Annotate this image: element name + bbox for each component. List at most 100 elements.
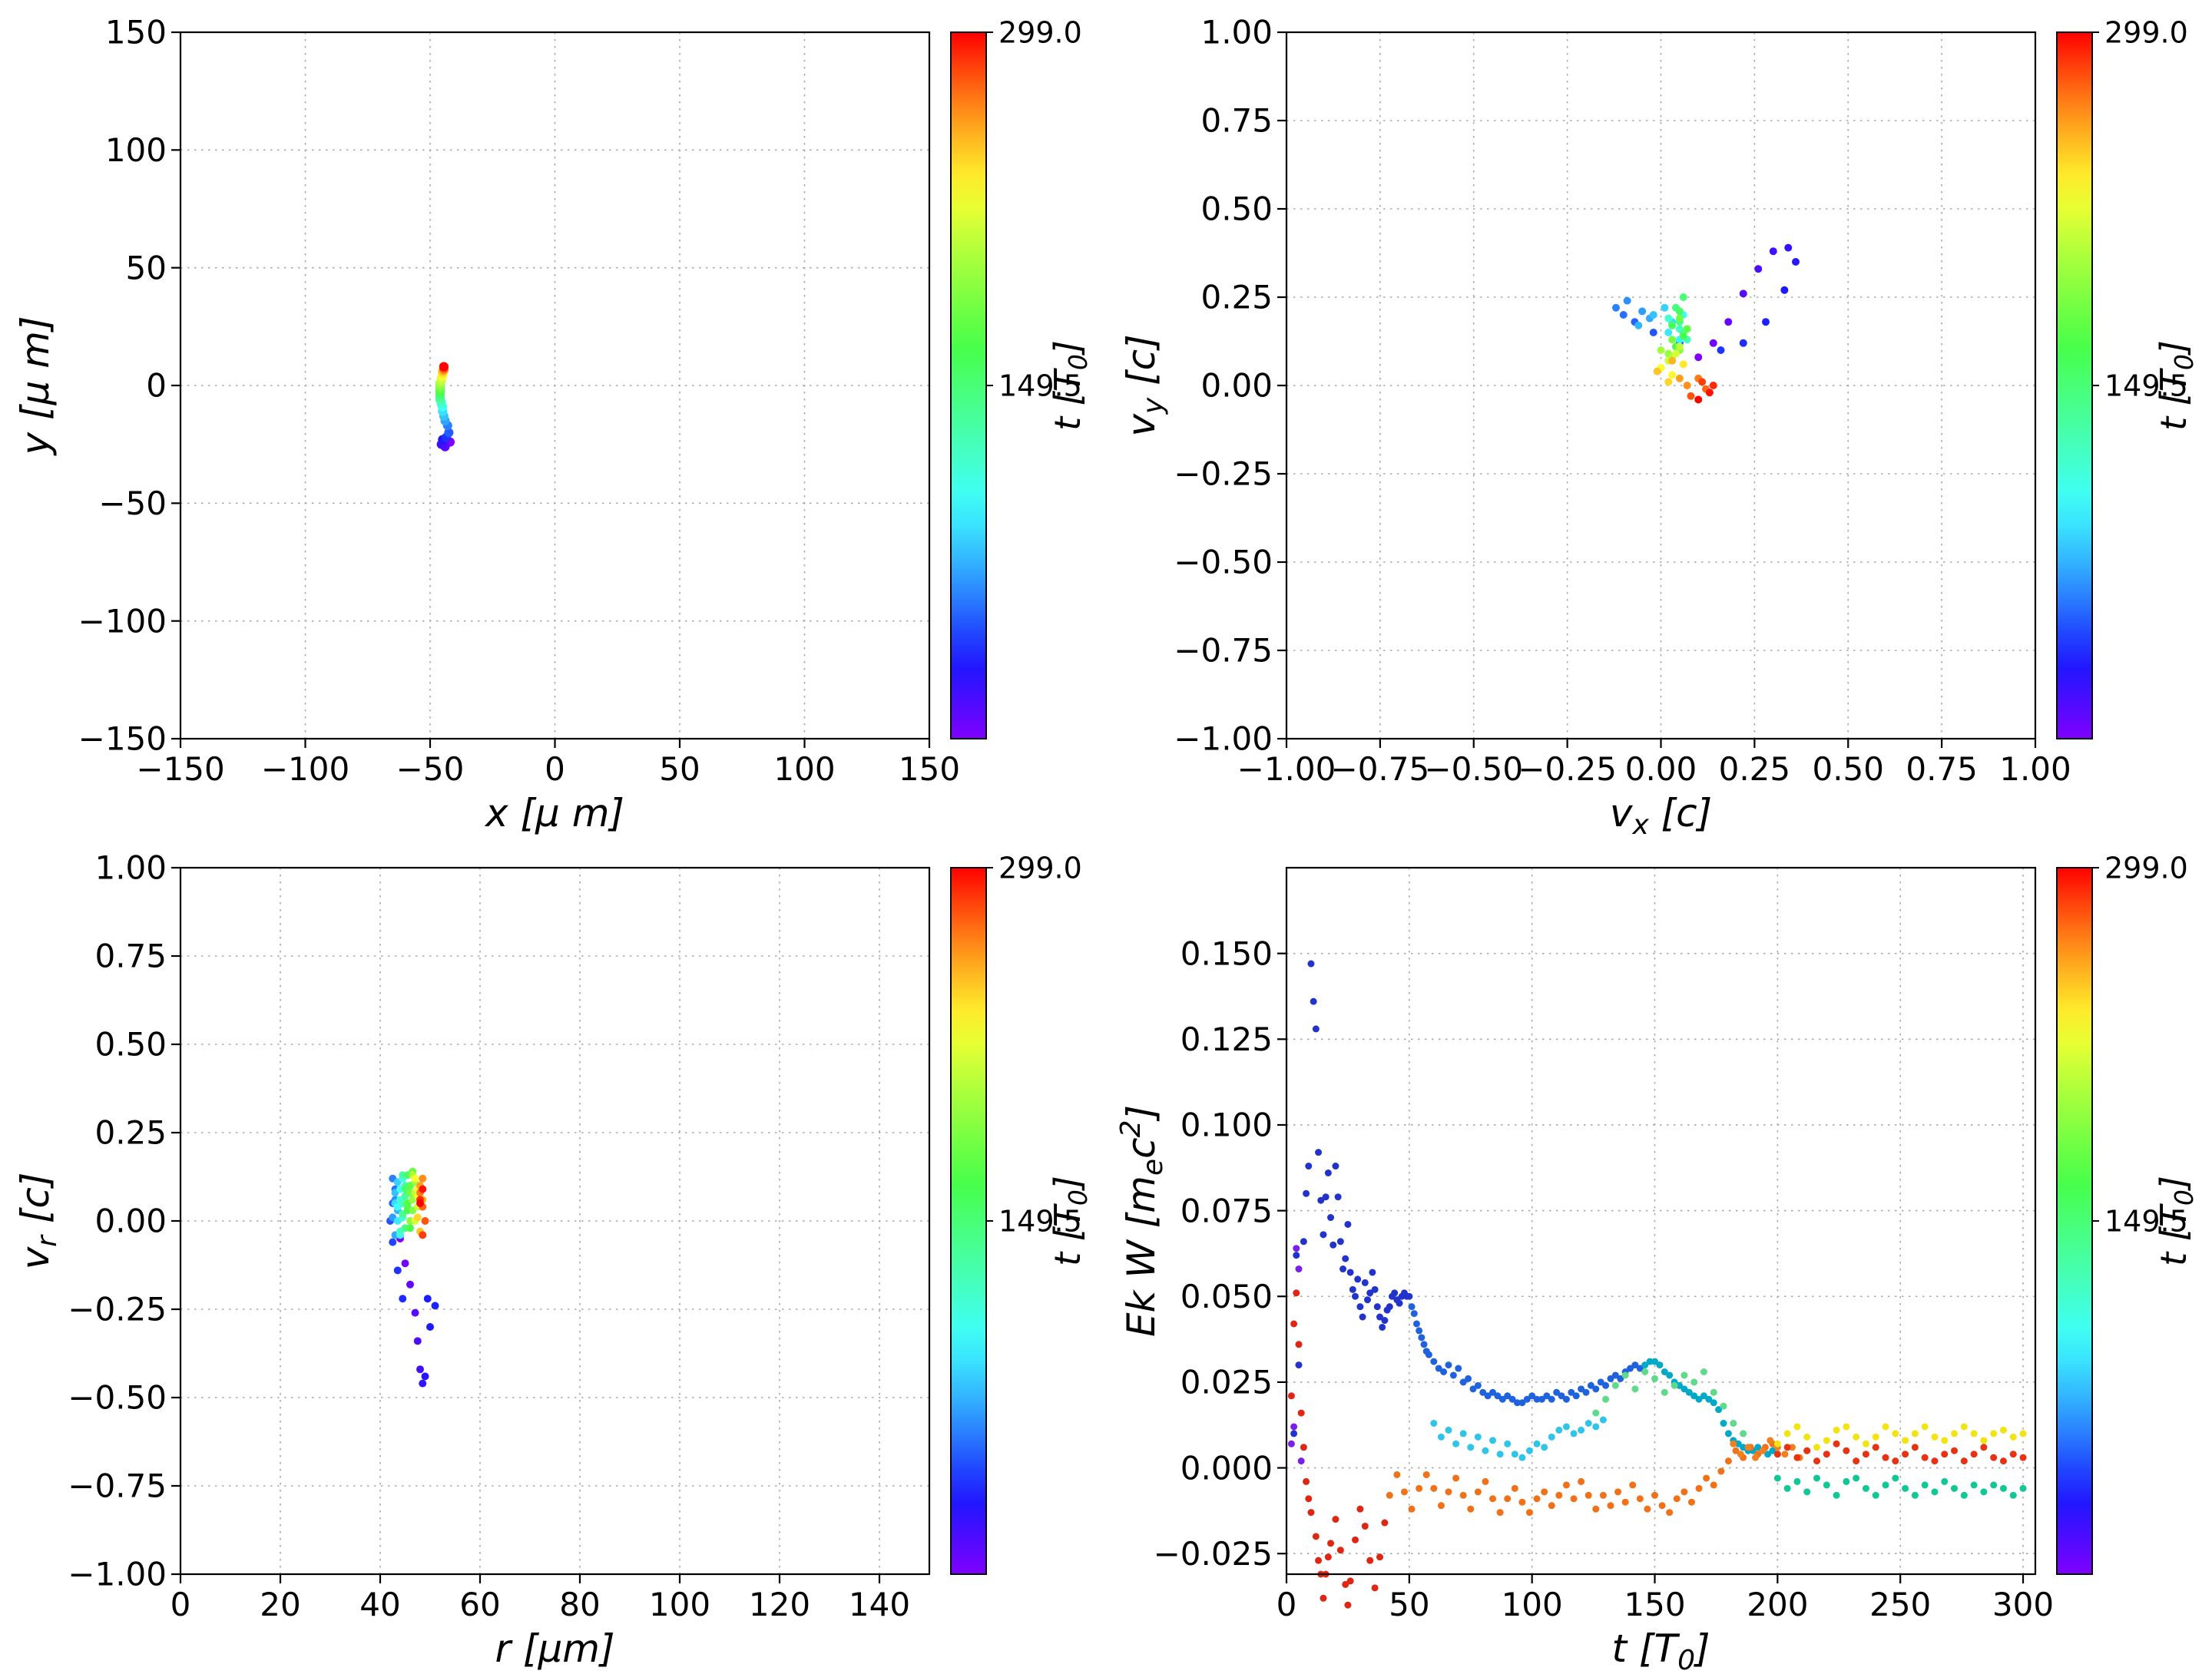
- series-green-mid: [1592, 1368, 1747, 1437]
- x-tick-label: −0.50: [1424, 750, 1523, 788]
- tick-marks: [1277, 952, 2025, 1583]
- y-tick-label: 100: [105, 131, 167, 169]
- colorbar-tick-label: 149.5: [2104, 369, 2188, 402]
- subplot-trajectory-xy: −150 −100 −50 0 50 100 150 −150 −100 −50 0 50 100 150…: [13, 14, 1093, 835]
- x-tick-label: 150: [899, 750, 960, 788]
- x-tick-label: 20: [260, 1586, 300, 1623]
- subplot-velocity-vx-vy: −1.00−0.75−0.50−0.25 0.00 0.25 0.50 0.75 1.00…: [1119, 14, 2199, 841]
- scatter-points: [435, 362, 455, 452]
- colorbar-tick-label: 149.5: [998, 1204, 1082, 1238]
- colorbar-label: t [T0]: [1047, 1176, 1093, 1266]
- x-tick-label: 0.00: [1625, 750, 1697, 788]
- y-tick-label: 0.75: [94, 938, 167, 975]
- series-teal-late: [1773, 1474, 2027, 1499]
- x-tick-label: 40: [359, 1586, 400, 1623]
- y-tick-label: 0.25: [1200, 279, 1273, 316]
- y-axis-label: vy [c]: [1119, 334, 1169, 436]
- x-tick-label: 0.25: [1719, 750, 1791, 788]
- scatter-points: [1612, 243, 1800, 404]
- y-tick-label: −0.25: [68, 1291, 167, 1328]
- y-tick-label: 1.00: [94, 849, 167, 887]
- y-axis-label: y [μ m]: [13, 316, 58, 457]
- x-tick-label: 0.75: [1906, 750, 1978, 788]
- x-axis-label: x [μ m]: [484, 791, 624, 835]
- colorbar-tick-label: 149.5: [998, 369, 1082, 402]
- x-tick-label: 0: [171, 1586, 191, 1623]
- colorbar-trajectory-xy: 299.0 149.5t [T0]: [950, 15, 1093, 739]
- y-tick-label: 0.100: [1181, 1107, 1273, 1144]
- y-tick-label: 0.150: [1181, 935, 1273, 972]
- y-tick-label: 150: [105, 14, 167, 51]
- y-tick-label: −1.00: [1174, 720, 1273, 758]
- colorbar-gradient: [2056, 31, 2093, 739]
- y-tick-label: 0.125: [1181, 1021, 1273, 1058]
- y-tick-label: 0.75: [1200, 102, 1273, 140]
- tick-labels: −150 −100 −50 0 50 100 150 −150 −100 −50 0 50 100 150: [78, 14, 960, 788]
- y-tick-label: −1.00: [68, 1556, 167, 1593]
- tick-marks: [1277, 31, 2037, 748]
- colorbar-tick-label: 299.0: [2104, 15, 2188, 49]
- y-tick-label: 0.50: [1200, 190, 1273, 228]
- tick-marks: [171, 866, 881, 1583]
- y-tick-label: 0.050: [1181, 1278, 1273, 1315]
- y-tick-label: −100: [78, 602, 167, 640]
- colorbar-energy-vs-time: 299.0 149.5t [T0]: [2056, 851, 2199, 1575]
- y-tick-label: −50: [98, 485, 167, 522]
- x-tick-label: 120: [749, 1586, 810, 1623]
- x-tick-label: 140: [849, 1586, 910, 1623]
- x-tick-label: 100: [773, 750, 835, 788]
- x-tick-label: 300: [1992, 1586, 2054, 1623]
- tick-labels: 0 20 40 60 80 100 120 140 −1.00 −0.75 −0.50 −0.25 0.…: [68, 849, 910, 1623]
- tick-labels: 0 50 100 150 200 250 300 −0.025 0.000 0.025 0.050 0…: [1154, 935, 2055, 1623]
- scatter-points: [1287, 960, 2027, 1609]
- x-tick-label: 150: [1624, 1586, 1685, 1623]
- y-tick-label: −0.75: [68, 1467, 167, 1505]
- series-red-late: [1773, 1440, 2027, 1465]
- colorbar-radial-r-vr: 299.0 149.5t [T0]: [950, 851, 1093, 1575]
- series-red-early: [1287, 1289, 1389, 1609]
- x-tick-label: 1.00: [1999, 750, 2071, 788]
- x-tick-label: −0.25: [1518, 750, 1617, 788]
- x-tick-label: 50: [1389, 1586, 1429, 1623]
- y-tick-label: 50: [126, 249, 167, 286]
- x-tick-label: 200: [1747, 1586, 1808, 1623]
- series-blue-decay-early: [1290, 960, 1413, 1437]
- x-tick-label: 0.50: [1812, 750, 1884, 788]
- axes-border: [1285, 866, 2037, 1576]
- y-tick-label: −0.25: [1174, 455, 1273, 493]
- x-tick-label: −0.75: [1331, 750, 1430, 788]
- y-tick-label: 0.000: [1181, 1449, 1273, 1487]
- colorbar-tick-label: 299.0: [2104, 851, 2188, 885]
- x-tick-label: 100: [649, 1586, 710, 1623]
- subplot-radial-r-vr: 0 20 40 60 80 100 120 140 −1.00 −0.75 −0.50 −0.25 0.…: [13, 849, 1093, 1671]
- series-orange-mid: [1386, 1440, 1777, 1517]
- x-tick-label: 80: [559, 1586, 600, 1623]
- x-axis-label: t [T0]: [1612, 1626, 1710, 1671]
- y-tick-label: −0.50: [1174, 544, 1273, 581]
- x-tick-label: −100: [261, 750, 349, 788]
- subplot-energy-vs-time: 0 50 100 150 200 250 300 −0.025 0.000 0.025 0.050 0…: [1115, 851, 2199, 1674]
- y-tick-label: −0.50: [68, 1379, 167, 1417]
- y-tick-label: 0.25: [94, 1114, 167, 1152]
- y-tick-label: 0.075: [1181, 1192, 1273, 1229]
- y-tick-label: 0.025: [1181, 1364, 1273, 1401]
- colorbar-label: t [T0]: [2153, 340, 2199, 431]
- colorbar-label: t [T0]: [2153, 1176, 2199, 1266]
- tick-marks: [171, 31, 931, 748]
- series-yellow-late: [1773, 1423, 2027, 1451]
- x-axis-label: r [μm]: [495, 1626, 615, 1671]
- y-tick-label: 0.50: [94, 1026, 167, 1064]
- y-tick-label: −0.025: [1154, 1535, 1273, 1573]
- x-tick-label: −1.00: [1237, 750, 1336, 788]
- x-tick-label: −50: [396, 750, 465, 788]
- scatter-points: [386, 1167, 439, 1388]
- series-cyan-mid: [1430, 1416, 1607, 1461]
- y-axis-label: vr [c]: [13, 1173, 63, 1270]
- x-tick-label: 250: [1869, 1586, 1931, 1623]
- y-tick-label: 0.00: [1200, 367, 1273, 405]
- y-tick-label: −150: [78, 720, 167, 758]
- colorbar-gradient: [2056, 867, 2093, 1575]
- series-blue-decay-mid: [1408, 1303, 1644, 1407]
